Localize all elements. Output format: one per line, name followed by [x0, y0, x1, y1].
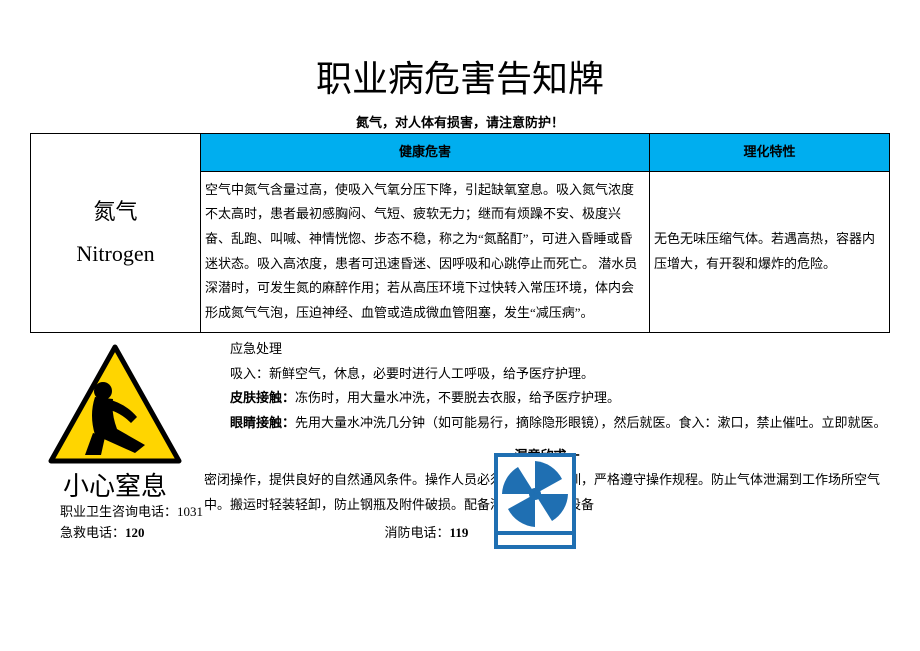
emergency-phone-label: 急救电话：	[60, 525, 125, 540]
emergency-phone-num: 120	[125, 525, 145, 540]
substance-name-cell: 氮气 Nitrogen	[31, 134, 201, 333]
ventilation-fan-icon	[490, 451, 580, 551]
fire-phone-num: 119	[450, 525, 469, 540]
column-header-health: 健康危害	[201, 134, 650, 172]
emergency-phone: 急救电话：120	[60, 522, 145, 541]
skin-text: 冻伤时，用大量水冲洗，不要脱去衣服，给予医疗护理。	[295, 390, 620, 405]
fire-phone-label: 消防电话：	[385, 525, 450, 540]
health-consult-line: 职业卫生咨询电话：1031	[60, 501, 468, 520]
emergency-heading: 应急处理	[204, 337, 890, 362]
contacts-block: 职业卫生咨询电话：1031 急救电话：120 消防电话：119	[60, 501, 468, 541]
eye-text: 先用大量水冲洗几分钟（如可能易行，摘除隐形眼镜），然后就医。食入：漱口，禁止催吐…	[295, 415, 887, 430]
eye-label: 眼睛接触：	[230, 415, 295, 430]
health-hazard-text: 空气中氮气含量过高，使吸入气氧分压下降，引起缺氧窒息。吸入氮气浓度不太高时，患者…	[201, 171, 650, 332]
emergency-skin: 皮肤接触：冻伤时，用大量水冲洗，不要脱去衣服，给予医疗护理。	[204, 386, 890, 411]
warning-label: 小心窒息	[63, 466, 167, 503]
subtitle-warning: 氮气，对人体有损害，请注意防护！	[30, 112, 890, 131]
hazard-table: 氮气 Nitrogen 健康危害 理化特性 空气中氮气含量过高，使吸入气氧分压下…	[30, 133, 890, 333]
substance-name-en: Nitrogen	[35, 233, 196, 275]
fire-phone: 消防电话：119	[385, 522, 469, 541]
skin-label: 皮肤接触：	[230, 390, 295, 405]
warning-choking-icon	[45, 343, 185, 468]
emergency-inhale: 吸入：新鲜空气，休息，必要时进行人工呼吸，给予医疗护理。	[204, 362, 890, 387]
page-title: 职业病危害告知牌	[30, 50, 890, 102]
emergency-eye: 眼睛接触：先用大量水冲洗几分钟（如可能易行，摘除隐形眼镜），然后就医。食入：漱口…	[204, 411, 890, 436]
substance-name-cn: 氮气	[35, 191, 196, 233]
physical-props-text: 无色无味压缩气体。若遇高热，容器内压增大，有开裂和爆炸的危险。	[650, 171, 890, 332]
column-header-physical: 理化特性	[650, 134, 890, 172]
